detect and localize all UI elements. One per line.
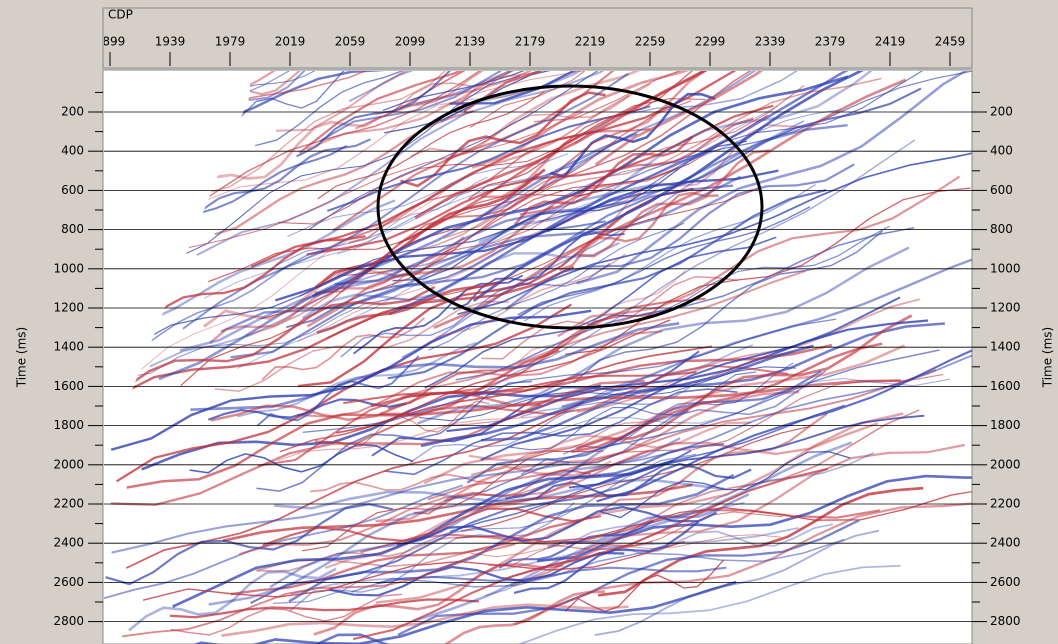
top-tick-label: 2179 — [515, 35, 546, 49]
left-tick-label: 2000 — [53, 457, 84, 471]
left-tick-label: 200 — [61, 105, 84, 119]
top-tick-label: 2419 — [875, 35, 906, 49]
left-tick-label: 800 — [61, 222, 84, 236]
left-tick-label: 400 — [61, 144, 84, 158]
top-tick-label: 2059 — [335, 35, 366, 49]
top-tick-label: 2459 — [935, 35, 966, 49]
top-tick-label: 1939 — [155, 35, 186, 49]
page: CDP 189919391979201920592099213921792219… — [0, 0, 1058, 644]
left-tick-label: 2200 — [53, 497, 84, 511]
left-tick-label: 2800 — [53, 614, 84, 628]
top-tick-label: 2259 — [635, 35, 666, 49]
right-tick-label: 400 — [990, 144, 1013, 158]
left-tick-label: 2600 — [53, 575, 84, 589]
right-tick-label: 1400 — [990, 340, 1021, 354]
right-tick-label: 600 — [990, 183, 1013, 197]
right-tick-label: 1600 — [990, 379, 1021, 393]
top-tick-label: 2139 — [455, 35, 486, 49]
left-tick-label: 1200 — [53, 301, 84, 315]
right-tick-label: 2400 — [990, 536, 1021, 550]
seismic-window: CDP 189919391979201920592099213921792219… — [0, 0, 1058, 644]
top-tick-label: 1979 — [215, 35, 246, 49]
left-tick-label: 2400 — [53, 536, 84, 550]
top-tick-label: 2339 — [755, 35, 786, 49]
top-tick-label: 2219 — [575, 35, 606, 49]
right-axis-label: Time (ms) — [1041, 327, 1055, 389]
right-tick-label: 200 — [990, 105, 1013, 119]
top-tick-label: 2099 — [395, 35, 426, 49]
left-tick-label: 1600 — [53, 379, 84, 393]
right-tick-label: 2800 — [990, 614, 1021, 628]
left-tick-label: 1800 — [53, 418, 84, 432]
left-axis-label: Time (ms) — [15, 327, 29, 389]
left-tick-label: 600 — [61, 183, 84, 197]
left-tick-label: 1400 — [53, 340, 84, 354]
top-tick-label: 2379 — [815, 35, 846, 49]
right-tick-label: 2600 — [990, 575, 1021, 589]
right-tick-label: 1200 — [990, 301, 1021, 315]
right-tick-label: 2200 — [990, 497, 1021, 511]
top-tick-label: 2299 — [695, 35, 726, 49]
right-tick-label: 1000 — [990, 261, 1021, 275]
right-tick-label: 1800 — [990, 418, 1021, 432]
right-tick-label: 2000 — [990, 457, 1021, 471]
right-tick-label: 800 — [990, 222, 1013, 236]
top-axis-label: CDP — [108, 8, 133, 22]
left-tick-label: 1000 — [53, 261, 84, 275]
top-tick-label: 2019 — [275, 35, 306, 49]
